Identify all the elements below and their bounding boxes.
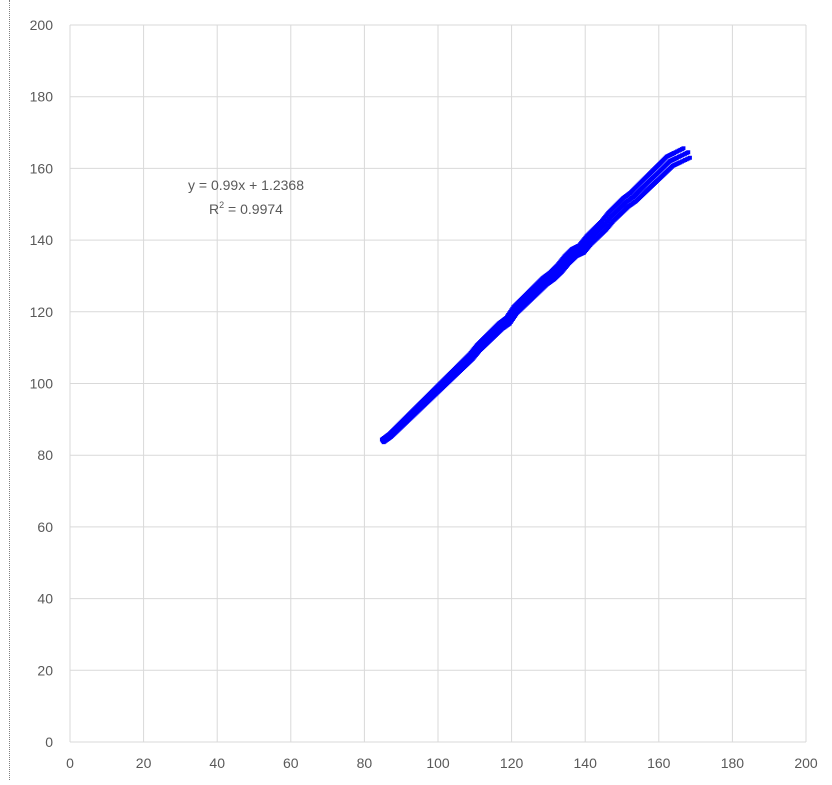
y-tick-label: 0 (45, 734, 53, 750)
y-tick-label: 60 (37, 519, 53, 535)
axis-layer: 0 20 40 60 80 100 120 140 160 180 200 0 20 40 60 80 100 1… (30, 17, 818, 771)
r-squared-superscript: 2 (219, 200, 224, 210)
trendline-equation: y = 0.99x + 1.2368 (188, 177, 304, 193)
x-tick-label: 200 (794, 755, 818, 771)
chart-left-border (9, 0, 10, 780)
y-tick-label: 20 (37, 662, 53, 678)
trendline-r-squared: R2 = 0.9974 (209, 200, 283, 217)
x-tick-label: 60 (283, 755, 299, 771)
y-tick-label: 100 (30, 376, 54, 392)
grid-layer (69, 24, 807, 743)
x-tick-label: 160 (647, 755, 671, 771)
y-tick-label: 160 (30, 160, 54, 176)
y-tick-label: 80 (37, 447, 53, 463)
x-tick-label: 20 (136, 755, 152, 771)
points-layer (379, 146, 692, 445)
x-tick-label: 0 (66, 755, 74, 771)
y-tick-label: 140 (30, 232, 54, 248)
data-point (681, 146, 686, 151)
r-squared-label: R (209, 201, 219, 217)
x-tick-label: 120 (500, 755, 524, 771)
y-tick-label: 40 (37, 591, 53, 607)
x-tick-label: 80 (357, 755, 373, 771)
x-tick-label: 40 (209, 755, 225, 771)
r-squared-value: = 0.9974 (224, 201, 283, 217)
x-tick-label: 140 (574, 755, 598, 771)
data-point (686, 150, 691, 155)
data-point (687, 155, 692, 160)
x-tick-label: 180 (721, 755, 745, 771)
y-tick-label: 180 (30, 89, 54, 105)
x-tick-label: 100 (426, 755, 450, 771)
y-tick-label: 120 (30, 304, 54, 320)
y-tick-label: 200 (30, 17, 54, 33)
